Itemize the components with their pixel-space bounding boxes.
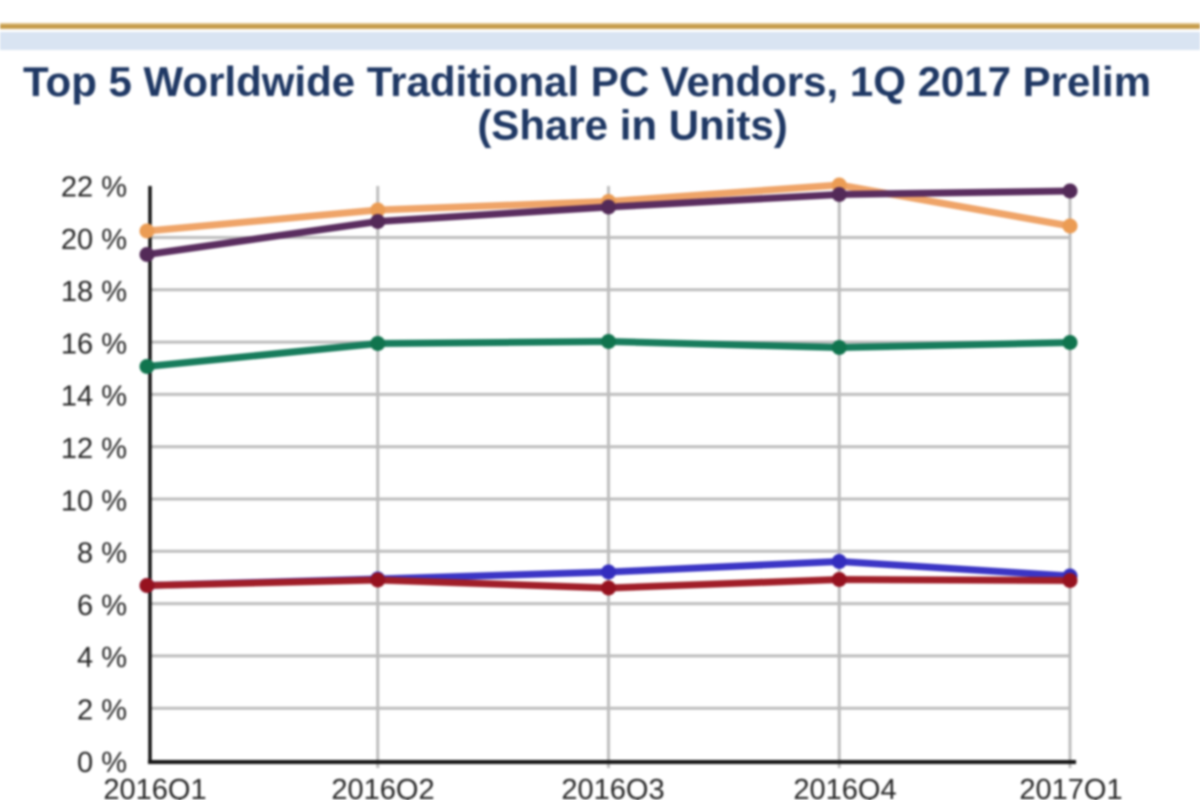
svg-text:4 %: 4 % xyxy=(77,642,127,674)
svg-text:2016Q4: 2016Q4 xyxy=(793,774,896,800)
svg-text:6 %: 6 % xyxy=(77,590,127,622)
svg-text:22 %: 22 % xyxy=(61,172,127,204)
svg-text:20 %: 20 % xyxy=(61,224,127,256)
svg-text:0 %: 0 % xyxy=(77,747,127,779)
svg-text:10 %: 10 % xyxy=(61,485,127,517)
svg-text:2 %: 2 % xyxy=(77,695,127,727)
svg-text:2016Q2: 2016Q2 xyxy=(331,774,434,800)
svg-text:2016Q1: 2016Q1 xyxy=(103,774,206,800)
svg-text:16 %: 16 % xyxy=(61,328,127,360)
svg-text:(Share in Units): (Share in Units) xyxy=(477,102,787,149)
svg-text:12 %: 12 % xyxy=(61,433,127,465)
svg-text:2017Q1: 2017Q1 xyxy=(1019,774,1122,800)
svg-text:2016Q3: 2016Q3 xyxy=(561,774,664,800)
svg-text:14 %: 14 % xyxy=(61,381,127,413)
svg-text:18 %: 18 % xyxy=(61,276,127,308)
svg-text:Top 5 Worldwide Traditional PC: Top 5 Worldwide Traditional PC Vendors, … xyxy=(23,58,1151,105)
svg-text:8 %: 8 % xyxy=(77,538,127,570)
